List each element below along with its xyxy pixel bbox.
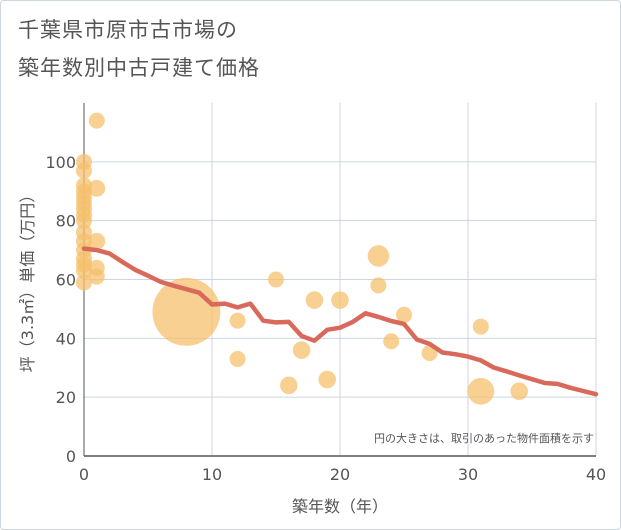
data-bubble [88,232,106,250]
tick-labels: 0 10 20 30 40 0 20 40 60 80 100 [45,153,606,484]
data-bubble [76,274,92,291]
y-tick-label: 20 [56,388,76,407]
trend-line [81,246,599,397]
y-tick-label: 40 [56,329,76,348]
data-bubble [510,382,528,401]
data-bubble [88,179,106,197]
data-bubble [318,370,336,389]
x-tick-label: 40 [586,465,606,484]
data-bubble [396,306,412,323]
data-bubble [467,377,495,405]
data-bubble [88,112,105,129]
y-tick-label: 60 [56,271,76,290]
data-bubble [383,333,400,350]
bubble-size-note: 円の大きさは、取引のあった物件面積を示す [374,431,594,445]
bubble-series [76,112,528,405]
data-bubble [292,341,311,359]
x-tick-label: 20 [330,465,350,484]
data-bubble [88,268,105,285]
x-tick-label: 10 [202,465,222,484]
data-bubble [76,162,92,179]
y-tick-label: 100 [45,153,76,172]
data-bubble [370,277,387,294]
data-bubble [331,291,349,309]
data-bubble [76,212,92,229]
data-bubble [268,271,284,288]
data-bubble [305,291,324,309]
data-bubble [76,262,92,279]
data-bubble [280,376,298,395]
trend-line-group [81,246,599,397]
x-axis-label: 築年数（年） [292,497,388,516]
data-bubble [472,318,489,335]
data-bubble [367,245,390,267]
chart-title-line-2: 築年数別中古戸建て価格 [18,56,260,80]
data-bubble [229,350,246,367]
y-tick-label: 0 [66,447,76,466]
x-tick-label: 30 [458,465,478,484]
y-tick-label: 80 [56,212,76,231]
data-bubble [229,312,246,329]
y-axis-label: 坪（3.3㎡）単価（万円） [18,187,37,372]
x-tick-label: 0 [79,465,89,484]
chart-title-line-1: 千葉県市原市古市場の [18,18,238,42]
